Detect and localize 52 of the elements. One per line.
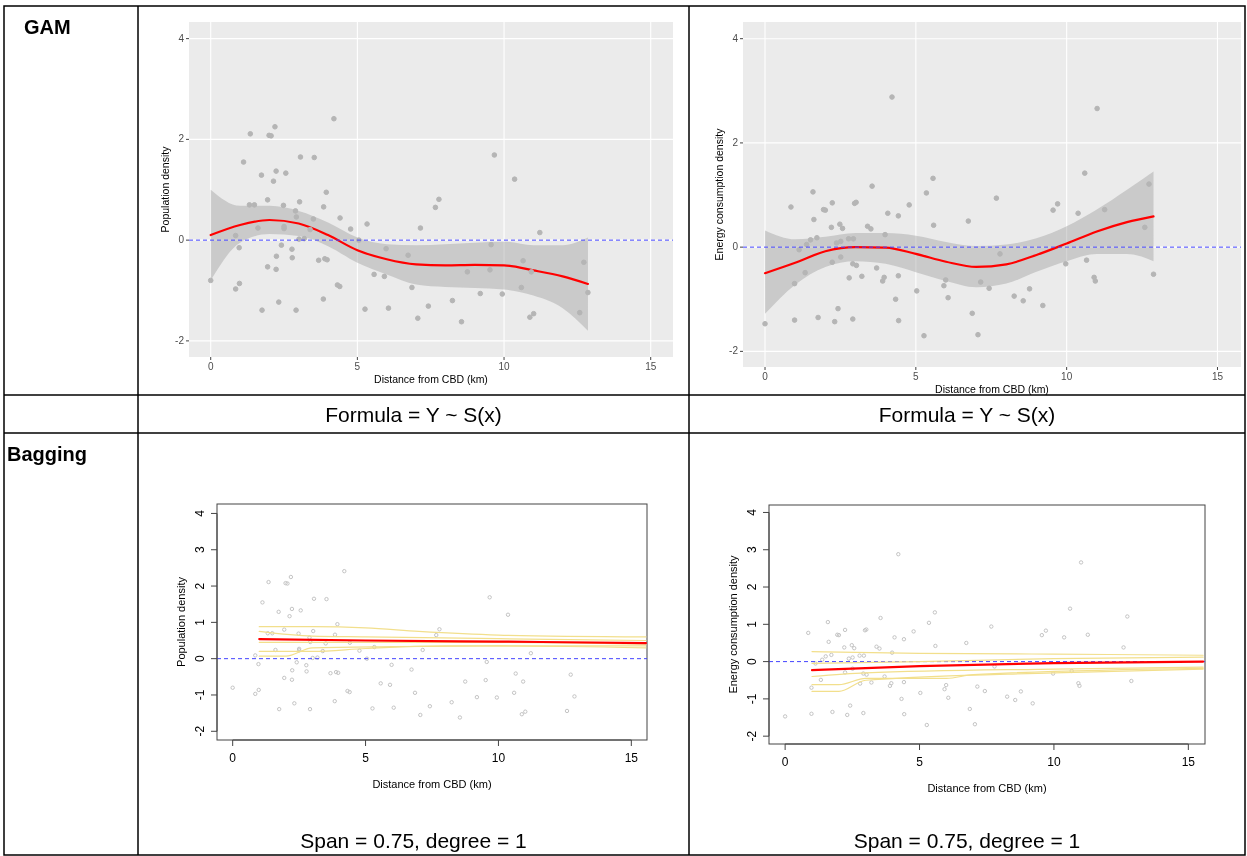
y-tick-label: 4 bbox=[745, 508, 759, 516]
x-axis-title: Distance from CBD (km) bbox=[927, 782, 1047, 794]
y-tick-label: -2 bbox=[729, 345, 739, 357]
y-axis-title: Population density bbox=[175, 576, 187, 667]
x-tick-label: 10 bbox=[1061, 371, 1073, 382]
chart-title: GAM bbox=[24, 16, 71, 38]
x-tick-label: 5 bbox=[354, 361, 361, 372]
y-axis-title: Population density bbox=[159, 145, 171, 233]
y-tick-label: 0 bbox=[178, 234, 185, 246]
y-tick-label: -2 bbox=[745, 730, 759, 742]
x-tick-label: 15 bbox=[1211, 371, 1224, 382]
x-tick-label: 0 bbox=[229, 751, 237, 765]
text: Formula = Y ~ S(x) bbox=[325, 403, 502, 426]
x-axis-title: Distance from CBD (km) bbox=[372, 778, 492, 790]
x-tick-label: 10 bbox=[491, 751, 506, 765]
text: Span = 0.75, degree = 1 bbox=[853, 829, 1081, 852]
y-tick-label: 1 bbox=[193, 618, 207, 626]
y-tick-label: -2 bbox=[175, 334, 185, 346]
x-tick-label: 15 bbox=[624, 751, 639, 765]
y-tick-label: 2 bbox=[193, 582, 207, 590]
x-tick-label: 5 bbox=[913, 371, 920, 382]
y-tick-label: 2 bbox=[745, 583, 759, 591]
text: Span = 0.75, degree = 1 bbox=[300, 829, 527, 852]
y-axis-title: Energy consumption density bbox=[727, 554, 739, 694]
y-tick-label: 4 bbox=[178, 32, 185, 44]
x-tick-label: 15 bbox=[645, 361, 657, 372]
x-tick-label: 5 bbox=[916, 755, 924, 769]
x-tick-label: 0 bbox=[781, 755, 789, 769]
x-tick-label: 0 bbox=[207, 361, 214, 372]
x-tick-label: 10 bbox=[1047, 755, 1061, 769]
y-axis-title: Energy consumption density bbox=[713, 127, 725, 261]
y-tick-label: 0 bbox=[732, 241, 739, 253]
y-tick-label: 4 bbox=[193, 509, 207, 517]
y-tick-label: 2 bbox=[732, 136, 739, 148]
y-tick-label: 3 bbox=[745, 546, 759, 554]
y-tick-label: 3 bbox=[193, 546, 207, 554]
y-tick-label: 0 bbox=[745, 657, 759, 665]
x-axis-title: Distance from CBD (km) bbox=[935, 383, 1049, 395]
text: Formula = Y ~ S(x) bbox=[878, 403, 1056, 426]
x-tick-label: 15 bbox=[1181, 755, 1196, 769]
y-tick-label: -2 bbox=[193, 725, 207, 737]
y-tick-label: 2 bbox=[178, 133, 185, 145]
text: Bagging bbox=[7, 443, 87, 465]
y-tick-label: -1 bbox=[745, 693, 759, 705]
y-tick-label: 1 bbox=[745, 620, 759, 628]
x-tick-label: 10 bbox=[498, 361, 511, 372]
y-tick-label: -1 bbox=[193, 689, 207, 701]
y-tick-label: 4 bbox=[732, 32, 739, 44]
x-tick-label: 0 bbox=[762, 371, 769, 382]
x-axis-title: Distance from CBD (km) bbox=[374, 373, 488, 385]
y-tick-label: 0 bbox=[193, 655, 207, 663]
x-tick-label: 5 bbox=[362, 751, 370, 765]
